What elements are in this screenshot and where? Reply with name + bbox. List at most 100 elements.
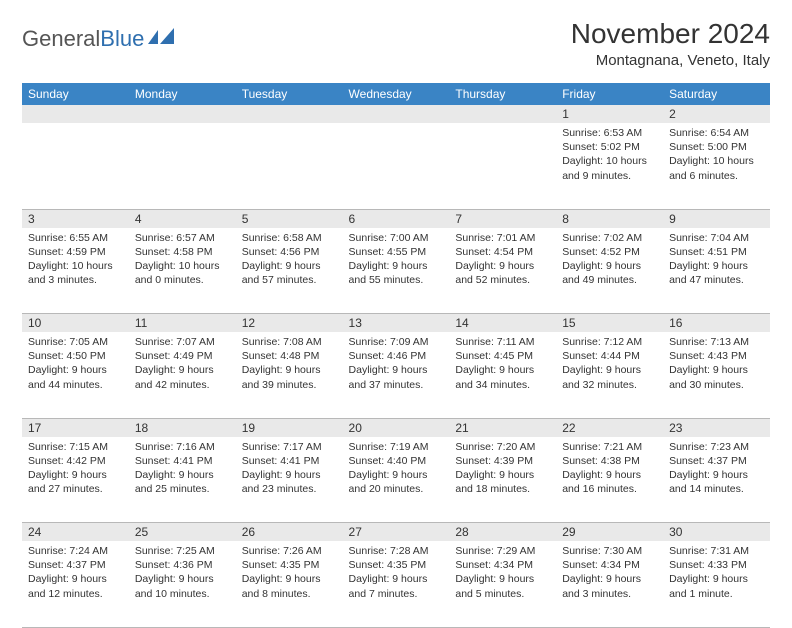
day-number: 15 [556,314,663,332]
day-number-row: 10111213141516 [22,314,770,333]
title-block: November 2024 Montagnana, Veneto, Italy [571,18,770,69]
day-details: Sunrise: 7:04 AMSunset: 4:51 PMDaylight:… [663,228,770,294]
header: GeneralBlue November 2024 Montagnana, Ve… [22,18,770,69]
day-details: Sunrise: 7:30 AMSunset: 4:34 PMDaylight:… [556,541,663,607]
day-number [449,105,556,109]
day-details-cell: Sunrise: 7:30 AMSunset: 4:34 PMDaylight:… [556,541,663,627]
day-details: Sunrise: 7:08 AMSunset: 4:48 PMDaylight:… [236,332,343,398]
day-details-cell: Sunrise: 7:21 AMSunset: 4:38 PMDaylight:… [556,437,663,523]
day-details: Sunrise: 7:26 AMSunset: 4:35 PMDaylight:… [236,541,343,607]
day-details-cell [22,123,129,209]
day-details: Sunrise: 7:24 AMSunset: 4:37 PMDaylight:… [22,541,129,607]
day-details-cell: Sunrise: 7:16 AMSunset: 4:41 PMDaylight:… [129,437,236,523]
day-details: Sunrise: 6:53 AMSunset: 5:02 PMDaylight:… [556,123,663,189]
day-number-cell [236,105,343,123]
day-number: 24 [22,523,129,541]
day-number: 27 [343,523,450,541]
day-details [449,123,556,183]
location: Montagnana, Veneto, Italy [571,52,770,69]
day-details-cell [236,123,343,209]
day-details: Sunrise: 7:12 AMSunset: 4:44 PMDaylight:… [556,332,663,398]
day-details-cell: Sunrise: 7:28 AMSunset: 4:35 PMDaylight:… [343,541,450,627]
day-details: Sunrise: 7:02 AMSunset: 4:52 PMDaylight:… [556,228,663,294]
day-number: 1 [556,105,663,123]
day-details-cell [129,123,236,209]
calendar-body: 12Sunrise: 6:53 AMSunset: 5:02 PMDayligh… [22,105,770,627]
day-number: 5 [236,210,343,228]
day-details: Sunrise: 7:00 AMSunset: 4:55 PMDaylight:… [343,228,450,294]
day-number-cell: 4 [129,209,236,228]
flag-icon [148,26,176,52]
day-details-cell: Sunrise: 7:15 AMSunset: 4:42 PMDaylight:… [22,437,129,523]
day-number-row: 24252627282930 [22,523,770,542]
day-number-cell: 10 [22,314,129,333]
day-number: 16 [663,314,770,332]
day-details-cell: Sunrise: 7:11 AMSunset: 4:45 PMDaylight:… [449,332,556,418]
day-number [236,105,343,109]
day-details: Sunrise: 7:21 AMSunset: 4:38 PMDaylight:… [556,437,663,503]
day-details-cell: Sunrise: 7:04 AMSunset: 4:51 PMDaylight:… [663,228,770,314]
day-details-row: Sunrise: 7:15 AMSunset: 4:42 PMDaylight:… [22,437,770,523]
day-number-row: 3456789 [22,209,770,228]
day-details: Sunrise: 7:05 AMSunset: 4:50 PMDaylight:… [22,332,129,398]
day-details: Sunrise: 6:57 AMSunset: 4:58 PMDaylight:… [129,228,236,294]
day-number-cell: 9 [663,209,770,228]
day-details: Sunrise: 6:55 AMSunset: 4:59 PMDaylight:… [22,228,129,294]
day-details-row: Sunrise: 6:55 AMSunset: 4:59 PMDaylight:… [22,228,770,314]
day-number-cell: 22 [556,418,663,437]
day-details: Sunrise: 6:58 AMSunset: 4:56 PMDaylight:… [236,228,343,294]
day-number-cell: 16 [663,314,770,333]
weekday-header-row: SundayMondayTuesdayWednesdayThursdayFrid… [22,83,770,105]
day-number-cell: 29 [556,523,663,542]
day-number-cell: 18 [129,418,236,437]
day-number: 29 [556,523,663,541]
day-details: Sunrise: 7:16 AMSunset: 4:41 PMDaylight:… [129,437,236,503]
day-details-cell [343,123,450,209]
weekday-header: Tuesday [236,83,343,105]
day-details-cell: Sunrise: 7:17 AMSunset: 4:41 PMDaylight:… [236,437,343,523]
month-title: November 2024 [571,18,770,50]
day-number: 8 [556,210,663,228]
day-number-cell: 21 [449,418,556,437]
day-number: 28 [449,523,556,541]
day-details [129,123,236,183]
day-number-cell: 5 [236,209,343,228]
day-number-cell [449,105,556,123]
day-number: 2 [663,105,770,123]
weekday-header: Sunday [22,83,129,105]
day-details-cell [449,123,556,209]
day-details: Sunrise: 7:17 AMSunset: 4:41 PMDaylight:… [236,437,343,503]
day-details-cell: Sunrise: 7:29 AMSunset: 4:34 PMDaylight:… [449,541,556,627]
day-details-cell: Sunrise: 6:53 AMSunset: 5:02 PMDaylight:… [556,123,663,209]
day-details: Sunrise: 7:28 AMSunset: 4:35 PMDaylight:… [343,541,450,607]
day-details: Sunrise: 7:07 AMSunset: 4:49 PMDaylight:… [129,332,236,398]
day-details-cell: Sunrise: 7:13 AMSunset: 4:43 PMDaylight:… [663,332,770,418]
day-details: Sunrise: 7:23 AMSunset: 4:37 PMDaylight:… [663,437,770,503]
day-number: 10 [22,314,129,332]
day-number: 11 [129,314,236,332]
day-number-cell: 28 [449,523,556,542]
day-number-cell: 20 [343,418,450,437]
day-details-cell: Sunrise: 7:12 AMSunset: 4:44 PMDaylight:… [556,332,663,418]
weekday-header: Wednesday [343,83,450,105]
day-details [343,123,450,183]
day-details-cell: Sunrise: 7:07 AMSunset: 4:49 PMDaylight:… [129,332,236,418]
day-details-cell: Sunrise: 7:02 AMSunset: 4:52 PMDaylight:… [556,228,663,314]
day-details-cell: Sunrise: 7:09 AMSunset: 4:46 PMDaylight:… [343,332,450,418]
day-details-row: Sunrise: 7:05 AMSunset: 4:50 PMDaylight:… [22,332,770,418]
day-number-cell: 15 [556,314,663,333]
day-number-cell: 14 [449,314,556,333]
day-details-cell: Sunrise: 6:55 AMSunset: 4:59 PMDaylight:… [22,228,129,314]
day-number: 25 [129,523,236,541]
day-number-cell: 11 [129,314,236,333]
day-number-cell: 26 [236,523,343,542]
day-details [236,123,343,183]
day-details-cell: Sunrise: 6:58 AMSunset: 4:56 PMDaylight:… [236,228,343,314]
day-number-cell: 27 [343,523,450,542]
day-number: 3 [22,210,129,228]
day-details: Sunrise: 7:15 AMSunset: 4:42 PMDaylight:… [22,437,129,503]
day-number-cell: 13 [343,314,450,333]
day-number: 19 [236,419,343,437]
day-number-cell: 30 [663,523,770,542]
day-number: 23 [663,419,770,437]
